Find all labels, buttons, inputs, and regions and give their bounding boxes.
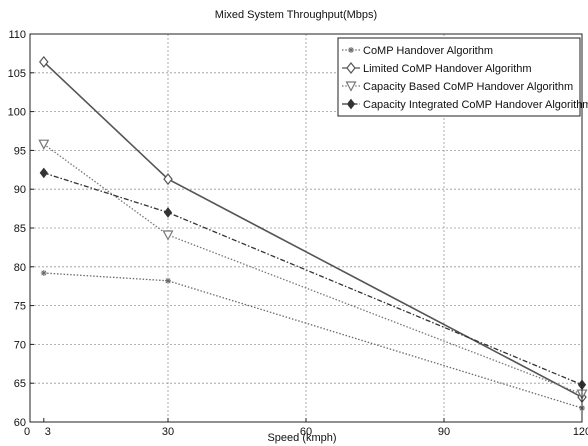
data-point [39,55,49,68]
legend-marker [345,81,357,92]
data-point [39,167,48,179]
y-tick-label: 110 [8,29,26,41]
y-tick-label: 105 [8,68,26,80]
x-axis-label: Speed (kmph) [267,432,336,444]
data-point [40,270,47,277]
legend-label: Capacity Integrated CoMP Handover Algori… [363,99,588,111]
y-tick-label: 70 [14,339,26,351]
legend-marker [348,47,354,53]
legend-label: CoMP Handover Algorithm [363,45,493,57]
x-tick-label: 90 [438,426,450,438]
legend-label: Capacity Based CoMP Handover Algorithm [363,81,573,93]
y-tick-label: 100 [8,107,26,119]
x-tick-label: 3 [45,426,51,438]
data-point [163,173,173,186]
data-point [38,139,50,150]
y-tick-label: 95 [14,145,26,157]
y-tick-label: 65 [14,378,26,390]
ticks: 60 65 70 75 80 85 90 95 100 105 110 0 3 30 60 90 120 [8,29,588,438]
y-tick-label: 80 [14,262,26,274]
legend-label: Limited CoMP Handover Algorithm [363,63,532,75]
data-point [163,207,173,218]
legend-marker [346,62,356,74]
x-tick-label: 120 [573,426,588,438]
legend-box [337,37,581,117]
series-3 [38,139,588,400]
data-point [165,277,171,284]
y-tick-label: 75 [14,301,26,313]
series-line [43,143,583,395]
series-line [43,172,583,386]
y-tick-label: 90 [14,184,26,196]
y-tick-label: 60 [14,417,26,429]
series-1 [40,270,585,412]
x-tick-label: 0 [24,426,30,438]
y-tick-label: 85 [14,223,26,235]
x-tick-label: 60 [300,426,312,438]
legend-marker [346,98,356,110]
chart-title: Mixed System Throughput(Mbps) [215,9,377,21]
x-tick-label: 30 [162,426,174,438]
legend: CoMP Handover Algorithm Limited CoMP Hand… [337,37,588,117]
series-line [43,272,583,409]
data-point [162,230,174,241]
